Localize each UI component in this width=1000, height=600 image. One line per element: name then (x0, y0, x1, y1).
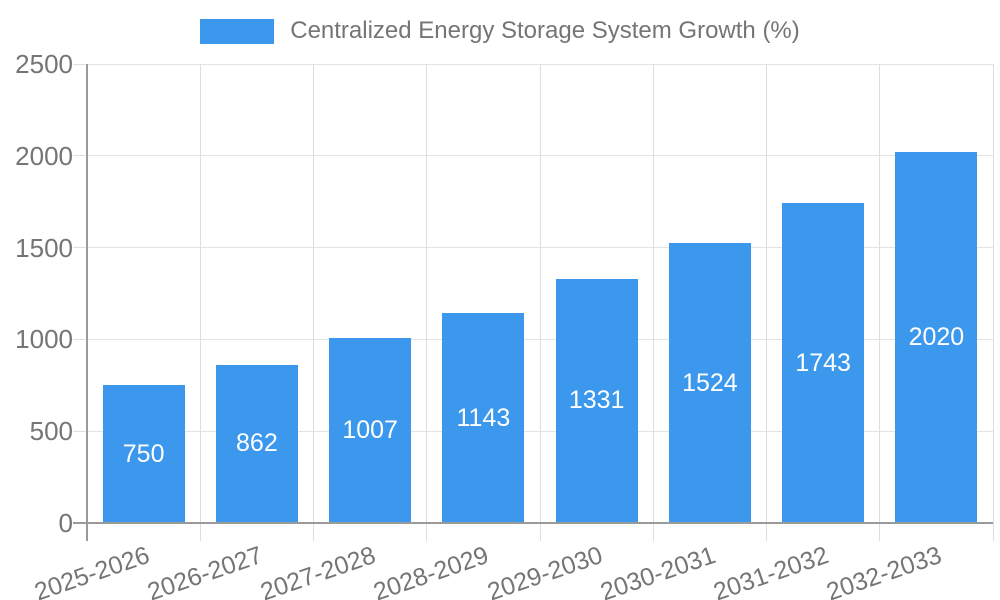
gridline-v (879, 64, 881, 541)
y-axis-tick-label: 0 (58, 508, 73, 538)
y-tick-mark (73, 63, 87, 65)
bar-value-label: 1007 (342, 416, 398, 445)
y-axis-tick-label: 500 (29, 416, 73, 447)
gridline-v (539, 64, 541, 541)
bar-2027-2028: 1007 (329, 338, 412, 523)
y-axis-tick-label: 1000 (15, 324, 73, 355)
gridline-v (199, 64, 201, 541)
gridline-v (426, 64, 428, 541)
x-axis-line (73, 522, 993, 524)
bar-2028-2029: 1143 (442, 313, 525, 523)
bar-2025-2026: 750 (102, 385, 185, 523)
bar-value-label: 2020 (908, 323, 965, 352)
y-axis-tick-label: 2500 (15, 49, 73, 79)
bar-2032-2033: 2020 (895, 152, 978, 523)
bar-2031-2032: 1743 (782, 203, 865, 523)
bar-2026-2027: 862 (215, 364, 298, 523)
gridline-v-right-edge (992, 64, 994, 541)
legend-label: Centralized Energy Storage System Growth… (290, 17, 800, 44)
bar-value-label: 862 (236, 429, 278, 458)
bar-value-label: 1143 (456, 403, 511, 432)
bar-value-label: 1331 (568, 386, 625, 415)
y-tick-mark (73, 247, 87, 249)
y-axis-tick-label: 2000 (15, 140, 73, 171)
bar-2029-2030: 1331 (555, 278, 638, 523)
y-tick-mark (73, 155, 87, 157)
plot-area: 750 862 1007 1143 1331 1524 1743 2020 (73, 63, 994, 541)
legend: Centralized Energy Storage System Growth… (0, 17, 1000, 45)
y-tick-mark (73, 338, 87, 340)
y-tick-mark (73, 430, 87, 432)
y-axis-line (86, 64, 88, 541)
legend-swatch (200, 18, 275, 44)
bar-value-label: 750 (122, 439, 165, 468)
gridline-v (652, 64, 654, 541)
bar-value-label: 1743 (795, 348, 851, 377)
y-axis-tick-label: 1500 (15, 232, 73, 263)
gridline-v (766, 64, 767, 541)
bar-2030-2031: 1524 (668, 243, 751, 523)
gridline-v (313, 64, 314, 541)
bar-value-label: 1524 (682, 368, 738, 397)
